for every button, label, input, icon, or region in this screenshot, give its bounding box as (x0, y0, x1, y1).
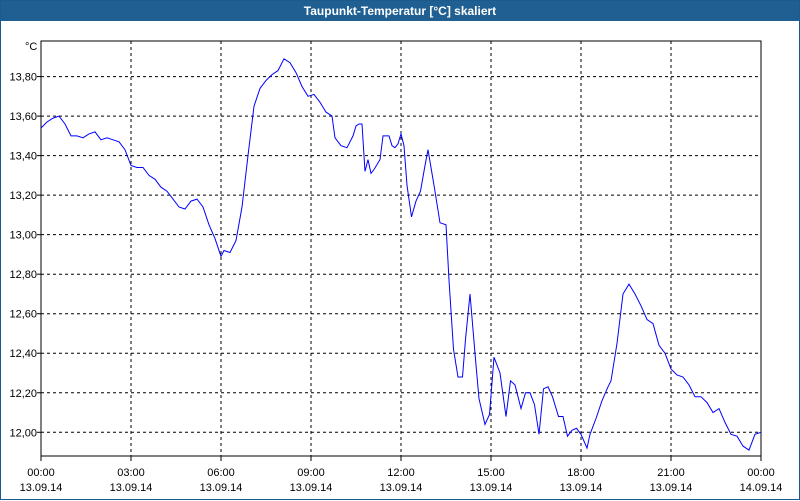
x-tick-date-label: 13.09.14 (380, 482, 423, 494)
x-tick-date-label: 13.09.14 (470, 482, 513, 494)
x-tick-date-label: 13.09.14 (200, 482, 243, 494)
y-tick-label: 13,00 (9, 230, 37, 242)
y-axis-ticks: 12,00 12,20 12,40 12,60 12,80 13,00 13,20 13,40… (9, 72, 41, 439)
chart-title: Taupunkt-Temperatur [°C] skaliert (1, 1, 799, 21)
x-tick-time-label: 18:00 (567, 467, 595, 479)
grid-lines (41, 41, 761, 456)
x-tick-date-label: 14.09.14 (740, 482, 783, 494)
y-tick-label: 12,80 (9, 269, 37, 281)
x-tick-date-label: 13.09.14 (110, 482, 153, 494)
y-tick-label: 12,00 (9, 427, 37, 439)
y-tick-label: 12,40 (9, 348, 37, 360)
x-tick-date-label: 13.09.14 (650, 482, 693, 494)
x-tick-time-label: 21:00 (657, 467, 685, 479)
x-tick-time-label: 06:00 (207, 467, 235, 479)
x-tick-time-label: 09:00 (297, 467, 325, 479)
x-tick-time-label: 00:00 (27, 467, 55, 479)
line-chart: 12,00 12,20 12,40 12,60 12,80 13,00 13,20 13,40… (9, 40, 783, 494)
y-axis-unit-label: °C (25, 41, 37, 53)
x-tick-time-label: 00:00 (747, 467, 775, 479)
x-tick-date-label: 13.09.14 (290, 482, 333, 494)
x-tick-date-label: 13.09.14 (20, 482, 63, 494)
x-tick-time-label: 03:00 (117, 467, 145, 479)
x-tick-time-label: 15:00 (477, 467, 505, 479)
y-tick-label: 13,40 (9, 151, 37, 163)
y-tick-label: 13,20 (9, 190, 37, 202)
series-line (40, 58, 762, 451)
y-tick-label: 13,60 (9, 111, 37, 123)
y-tick-label: 12,20 (9, 388, 37, 400)
y-tick-label: 12,60 (9, 309, 37, 321)
x-tick-time-label: 12:00 (387, 467, 415, 479)
x-axis-ticks: 00:00 13.09.14 03:00 13.09.14 06:00 13.09.14 0… (20, 456, 783, 494)
x-tick-date-label: 13.09.14 (560, 482, 603, 494)
y-tick-label: 13,80 (9, 72, 37, 84)
